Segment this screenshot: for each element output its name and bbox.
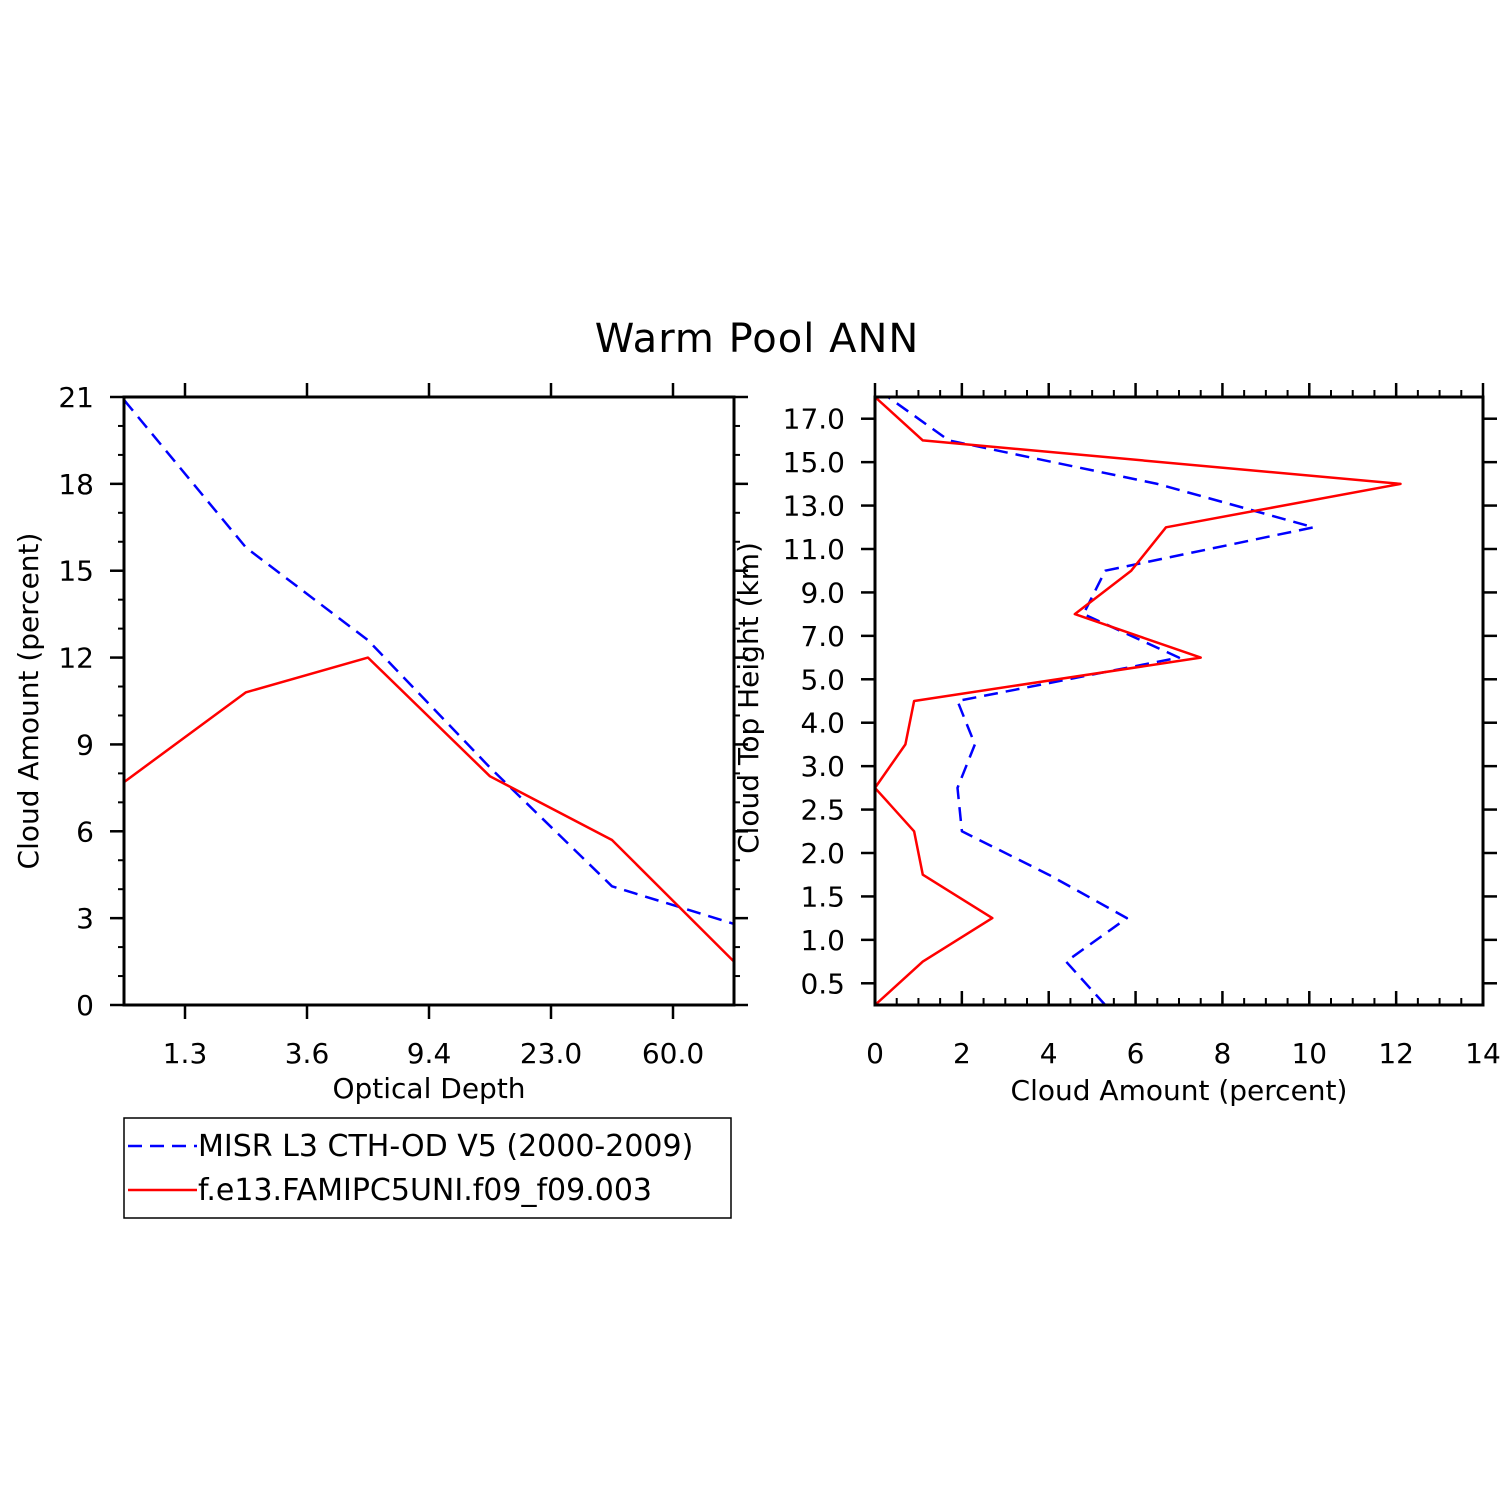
cth-y-tick-label: 13.0 [783,490,845,523]
legend: MISR L3 CTH-OD V5 (2000-2009) f.e13.FAMI… [123,1117,732,1219]
od-y-tick-label: 3 [76,902,94,935]
cth-x-tick-label: 14 [1465,1037,1501,1070]
od-x-tick-label: 9.4 [407,1037,452,1070]
od-y-tick-label: 18 [58,468,94,501]
od-x-tick-label: 60.0 [642,1037,704,1070]
optical-depth-panel: 0 3 6 9 12 15 18 21 1.3 3.6 9.4 23.0 60.0 Optical De… [12,381,748,1105]
cth-y-tick-label: 17.0 [783,403,845,436]
od-x-tick-label: 23.0 [520,1037,582,1070]
optical-depth-x-axis-label: Optical Depth [332,1072,525,1105]
cth-x-tick-label: 2 [953,1037,971,1070]
cth-x-tick-label: 8 [1214,1037,1232,1070]
cloud-top-height-x-axis-label: Cloud Amount (percent) [1011,1074,1348,1107]
od-x-tick-label: 3.6 [285,1037,330,1070]
od-y-tick-label: 9 [76,728,94,761]
cth-y-tick-label: 15.0 [783,446,845,479]
od-y-tick-label: 21 [58,381,94,414]
cth-y-tick-label: 4.0 [800,707,845,740]
cth-y-tick-label: 1.0 [800,924,845,957]
cth-series-line-model [873,396,1402,1006]
od-y-tick-label: 12 [58,642,94,675]
cth-y-tick-label: 2.5 [800,794,845,827]
cth-y-tick-label: 11.0 [783,533,845,566]
cth-series-line-misr [887,395,1315,1006]
optical-depth-ticks: 0 3 6 9 12 15 18 21 1.3 3.6 9.4 23.0 60.0 [58,381,748,1070]
od-x-tick-label: 1.3 [163,1037,208,1070]
cth-y-tick-label: 5.0 [800,663,845,696]
cth-x-tick-label: 4 [1040,1037,1058,1070]
cth-y-tick-label: 7.0 [800,620,845,653]
cth-x-tick-label: 0 [866,1037,884,1070]
legend-label-model: f.e13.FAMIPC5UNI.f09_f09.003 [198,1173,652,1208]
od-series-line-model [123,656,735,963]
optical-depth-series-layer [123,399,735,963]
cth-y-tick-label: 2.0 [800,837,845,870]
legend-box [123,1117,732,1219]
figure-title: Warm Pool ANN [595,316,920,362]
cth-y-tick-label: 3.0 [800,750,845,783]
optical-depth-plot-frame [122,395,736,1007]
cloud-top-height-ticks: 0 2 4 6 8 10 12 14 0.5 1.0 1.5 2.0 2.5 3.0 4.0 5.0 7.0 9.… [783,383,1501,1070]
cth-y-tick-label: 1.5 [800,880,845,913]
cth-y-tick-label: 9.0 [800,576,845,609]
cloud-top-height-plot-frame [873,395,1485,1007]
cloud-top-height-panel: 0 2 4 6 8 10 12 14 0.5 1.0 1.5 2.0 2.5 3.0 4.0 5.0 7.0 9.… [732,383,1501,1107]
cth-x-tick-label: 10 [1291,1037,1327,1070]
od-y-tick-label: 15 [58,555,94,588]
od-y-tick-label: 0 [76,989,94,1022]
cloud-top-height-series-layer [873,395,1402,1006]
od-series-line-misr [123,399,735,926]
od-y-tick-label: 6 [76,815,94,848]
cth-x-tick-label: 6 [1127,1037,1145,1070]
legend-label-misr: MISR L3 CTH-OD V5 (2000-2009) [198,1129,693,1164]
cloud-top-height-y-axis-label: Cloud Top Height (km) [732,542,765,854]
cth-y-tick-label: 0.5 [800,967,845,1000]
optical-depth-y-axis-label: Cloud Amount (percent) [12,533,45,870]
cth-x-tick-label: 12 [1378,1037,1414,1070]
